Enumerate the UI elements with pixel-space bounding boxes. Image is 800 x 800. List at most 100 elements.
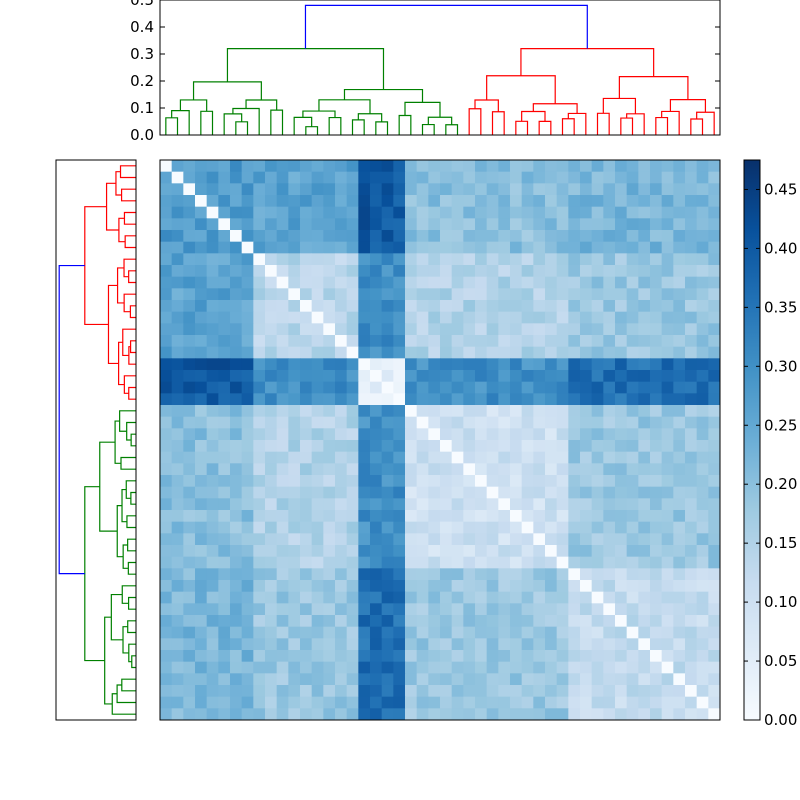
heatmap-cell: [358, 626, 371, 639]
heatmap-cell: [440, 545, 453, 558]
heatmap-cell: [241, 626, 254, 639]
heatmap-cell: [650, 486, 663, 499]
heatmap-cell: [708, 323, 721, 336]
heatmap-cell: [440, 230, 453, 243]
heatmap-cell: [428, 708, 441, 721]
heatmap-cell: [708, 183, 721, 196]
heatmap-cell: [346, 346, 359, 359]
heatmap-cell: [475, 708, 488, 721]
heatmap-cell: [521, 241, 534, 254]
heatmap-cell: [475, 696, 488, 709]
dendrogram-link: [655, 116, 669, 135]
heatmap-cell: [276, 288, 289, 301]
heatmap-cell: [556, 673, 569, 686]
heatmap-cell: [218, 405, 231, 418]
heatmap-cell: [160, 556, 173, 569]
heatmap-cell: [545, 615, 558, 628]
heatmap-cell: [428, 195, 441, 208]
heatmap-cell: [580, 673, 593, 686]
heatmap-cell: [451, 218, 464, 231]
heatmap-cell: [545, 486, 558, 499]
heatmap-cell: [206, 311, 219, 324]
heatmap-cell: [603, 463, 616, 476]
heatmap-cell: [580, 405, 593, 418]
heatmap-cell: [568, 416, 581, 429]
heatmap-cell: [545, 451, 558, 464]
heatmap-cell: [300, 253, 313, 266]
heatmap-cell: [206, 428, 219, 441]
heatmap-cell: [650, 463, 663, 476]
heatmap-cell: [253, 393, 266, 406]
heatmap-cell: [393, 416, 406, 429]
heatmap-cell: [475, 638, 488, 651]
heatmap-cell: [440, 580, 453, 593]
heatmap-cell: [580, 498, 593, 511]
heatmap-cell: [370, 556, 383, 569]
heatmap-cell: [335, 580, 348, 593]
heatmap-cell: [685, 253, 698, 266]
heatmap-cell: [288, 661, 301, 674]
heatmap-cell: [323, 311, 336, 324]
heatmap-cell: [638, 521, 651, 534]
heatmap-cell: [346, 673, 359, 686]
heatmap-cell: [650, 475, 663, 488]
heatmap-cell: [591, 696, 604, 709]
heatmap-cell: [603, 230, 616, 243]
heatmap-cell: [510, 545, 523, 558]
heatmap-cell: [206, 300, 219, 313]
heatmap-cell: [311, 661, 324, 674]
heatmap-cell: [673, 206, 686, 219]
heatmap-cell: [300, 428, 313, 441]
dendrogram-link: [421, 123, 435, 135]
heatmap-cell: [276, 276, 289, 289]
heatmap-cell: [428, 486, 441, 499]
heatmap-cell: [615, 416, 628, 429]
heatmap-cell: [241, 440, 254, 453]
heatmap-cell: [580, 230, 593, 243]
heatmap-cell: [533, 626, 546, 639]
heatmap-cell: [335, 241, 348, 254]
heatmap-cell: [288, 510, 301, 523]
heatmap-cell: [685, 183, 698, 196]
heatmap-cell: [603, 440, 616, 453]
heatmap-cell: [253, 428, 266, 441]
heatmap-cell: [615, 346, 628, 359]
dendrogram-link: [515, 120, 529, 135]
heatmap-cell: [311, 218, 324, 231]
heatmap-cell: [673, 580, 686, 593]
heatmap-cell: [323, 381, 336, 394]
heatmap-cell: [171, 556, 184, 569]
heatmap-cell: [440, 381, 453, 394]
heatmap-cell: [533, 358, 546, 371]
heatmap-cell: [556, 230, 569, 243]
heatmap-cell: [393, 288, 406, 301]
heatmap-cell: [661, 195, 674, 208]
heatmap-cell: [638, 276, 651, 289]
heatmap-cell: [685, 195, 698, 208]
heatmap-cell: [183, 451, 196, 464]
heatmap-cell: [171, 568, 184, 581]
dendrogram-link: [129, 340, 136, 354]
heatmap-cell: [580, 626, 593, 639]
heatmap-cell: [311, 451, 324, 464]
heatmap-cell: [346, 393, 359, 406]
heatmap-cell: [428, 533, 441, 546]
heatmap-cell: [416, 673, 429, 686]
heatmap-cell: [230, 160, 243, 173]
heatmap-cell: [323, 346, 336, 359]
heatmap-cell: [393, 241, 406, 254]
heatmap-cell: [160, 650, 173, 663]
heatmap-cell: [673, 521, 686, 534]
heatmap-cell: [486, 556, 499, 569]
heatmap-cell: [335, 323, 348, 336]
heatmap-cell: [253, 580, 266, 593]
heatmap-cell: [323, 416, 336, 429]
heatmap-cell: [696, 440, 709, 453]
heatmap-cell: [533, 568, 546, 581]
heatmap-cell: [300, 650, 313, 663]
heatmap-cell: [358, 591, 371, 604]
heatmap-cell: [276, 265, 289, 278]
heatmap-cell: [393, 300, 406, 313]
heatmap-cell: [615, 183, 628, 196]
heatmap-cell: [615, 580, 628, 593]
